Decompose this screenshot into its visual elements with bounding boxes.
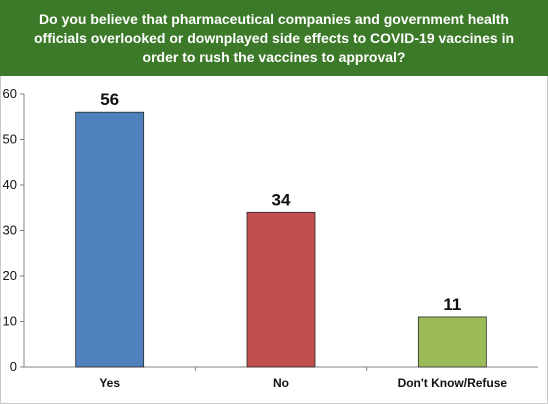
bar-no [246, 211, 316, 368]
chart-title-bar: Do you believe that pharmaceutical compa… [0, 0, 548, 76]
y-tick-label: 30 [3, 223, 17, 238]
label-layer: 56 Yes 34 No 11 Don't Know/Refuse [99, 90, 507, 390]
y-tick-label: 20 [3, 268, 17, 283]
chart-title: Do you believe that pharmaceutical compa… [33, 10, 515, 65]
y-tick-label: 10 [3, 314, 17, 329]
bar-don-t-know-refuse [417, 316, 487, 368]
data-label: 11 [443, 295, 461, 314]
category-label: Don't Know/Refuse [398, 376, 508, 390]
data-label: 34 [272, 190, 291, 209]
y-tick-label: 40 [3, 177, 17, 192]
data-label: 56 [100, 90, 119, 109]
bar-yes [75, 111, 145, 368]
bar-layer [75, 111, 487, 368]
category-label: Yes [99, 376, 120, 390]
y-tick-label: 60 [3, 86, 17, 101]
y-tick-label: 50 [3, 132, 17, 147]
category-label: No [273, 376, 289, 390]
y-tick-label: 0 [10, 359, 17, 374]
